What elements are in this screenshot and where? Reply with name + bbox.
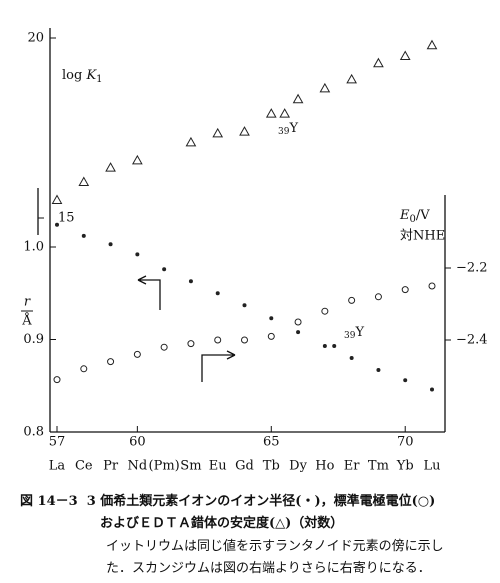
e0-label-unit: /V bbox=[416, 208, 430, 223]
triangle-point bbox=[279, 108, 291, 118]
circle-point bbox=[294, 318, 302, 326]
triangle-point bbox=[212, 127, 224, 138]
dot-point bbox=[162, 267, 167, 272]
circle-point bbox=[348, 296, 356, 304]
logk-label: log K1 bbox=[62, 68, 103, 85]
caption-line1: 図 14－3 3 価希土類元素イオンのイオン半径(・)，標準電極電位(○) bbox=[20, 490, 500, 509]
e0-label-e: E bbox=[399, 208, 410, 223]
triangle-point bbox=[51, 194, 63, 204]
annotation-number: 39 bbox=[344, 331, 356, 341]
triangle-point bbox=[265, 108, 277, 118]
chart: log K1 r Å E0/V 対NHE 57 60 65 70 La Ce Pr Nd (Pm… bbox=[21, 28, 488, 474]
r-label: r bbox=[24, 295, 31, 310]
arrow-left bbox=[137, 275, 161, 310]
y-tick-label: 0.8 bbox=[23, 425, 44, 440]
triangle-point bbox=[426, 39, 438, 50]
triangle-point bbox=[105, 162, 116, 172]
dot-point bbox=[430, 387, 434, 392]
circle-point bbox=[267, 332, 275, 340]
element-label: Er bbox=[344, 459, 360, 474]
dot-point bbox=[322, 343, 327, 348]
x-tick-label: 65 bbox=[263, 435, 280, 450]
e0-label-sub: 0 bbox=[410, 214, 416, 225]
triangle-point bbox=[185, 136, 197, 147]
logk-tick-label: 15 bbox=[58, 211, 75, 226]
element-label: Pr bbox=[103, 459, 119, 474]
dot-point bbox=[349, 356, 354, 360]
element-label: Nd bbox=[128, 459, 148, 474]
element-label: Eu bbox=[209, 459, 227, 474]
caption-text1: 3 価希土類元素イオンのイオン半径(・)，標準電極電位(○) bbox=[86, 494, 436, 509]
annotation: 39Y bbox=[278, 121, 298, 137]
annotation-symbol: Y bbox=[354, 325, 364, 340]
y2-tick-label: −2.4 bbox=[456, 333, 488, 348]
triangle-point bbox=[399, 50, 411, 60]
dot-point bbox=[215, 291, 220, 296]
dot-point bbox=[188, 279, 193, 284]
caption-line3: イットリウムは同じ値を示すランタノイド元素の傍に示し bbox=[106, 539, 444, 554]
element-label: Ce bbox=[75, 459, 93, 474]
dot-point bbox=[55, 222, 59, 227]
y-tick-label: 1.0 bbox=[23, 240, 44, 255]
element-label: Ho bbox=[315, 459, 334, 474]
circle-point bbox=[321, 307, 329, 315]
logk-label-text: log bbox=[62, 68, 86, 83]
circle-point bbox=[187, 340, 195, 348]
element-label: La bbox=[49, 459, 66, 474]
triangle-point bbox=[319, 82, 331, 93]
caption-line2: およびＥＤＴＡ錯体の安定度(△)（対数） bbox=[100, 516, 344, 531]
element-label: Sm bbox=[180, 459, 201, 474]
y2-tick-label: −2.2 bbox=[456, 261, 488, 276]
circle-point bbox=[241, 336, 248, 344]
dot-point bbox=[269, 316, 274, 321]
e0-label: E0/V bbox=[399, 208, 430, 225]
triangle-point bbox=[292, 93, 304, 104]
element-label: Dy bbox=[289, 459, 307, 474]
caption-label: 図 14－3 bbox=[20, 494, 78, 509]
element-label: Gd bbox=[235, 459, 254, 474]
r-label-unit: Å bbox=[21, 313, 32, 329]
element-label: (Pm) bbox=[149, 459, 180, 474]
logk-label-sub: 1 bbox=[96, 74, 102, 85]
element-label: Yb bbox=[396, 459, 414, 474]
circle-point bbox=[428, 282, 436, 290]
element-label: Tm bbox=[368, 459, 389, 474]
element-label: Lu bbox=[423, 459, 440, 474]
element-label: Tb bbox=[263, 459, 280, 474]
triangle-point bbox=[239, 126, 250, 136]
triangle-point bbox=[132, 154, 143, 165]
circle-point bbox=[133, 350, 141, 358]
circle-point bbox=[53, 376, 61, 384]
circle-point bbox=[374, 293, 382, 301]
e0-label-ref: 対NHE bbox=[400, 229, 445, 244]
annotation-number: 39 bbox=[278, 127, 290, 137]
circle-point bbox=[401, 286, 409, 294]
annotation-symbol: Y bbox=[288, 121, 298, 136]
x-tick-label: 70 bbox=[397, 435, 414, 450]
dot-point bbox=[403, 378, 408, 383]
dot-point bbox=[296, 330, 301, 335]
circle-point bbox=[214, 336, 222, 344]
circle-point bbox=[107, 358, 115, 366]
triangle-point bbox=[78, 176, 90, 186]
annotation: 39Y bbox=[344, 325, 364, 341]
dot-point bbox=[332, 343, 337, 348]
dot-point bbox=[242, 303, 247, 308]
circle-point bbox=[80, 365, 88, 373]
logk-label-k: K bbox=[85, 68, 97, 83]
dot-point bbox=[135, 252, 140, 257]
circle-point bbox=[160, 343, 168, 351]
y-tick-label: 0.9 bbox=[23, 332, 44, 347]
dot-point bbox=[108, 242, 113, 247]
arrow-right bbox=[201, 350, 236, 382]
dot-point bbox=[376, 368, 381, 373]
x-tick-label: 60 bbox=[129, 435, 146, 450]
dot-point bbox=[81, 233, 86, 238]
triangle-point bbox=[373, 57, 384, 68]
x-tick-label: 57 bbox=[49, 435, 66, 450]
triangle-point bbox=[346, 73, 357, 84]
caption-line4: た．スカンジウムは図の右端よりさらに右寄りになる． bbox=[106, 561, 431, 576]
logk-tick-label: 20 bbox=[27, 31, 44, 46]
